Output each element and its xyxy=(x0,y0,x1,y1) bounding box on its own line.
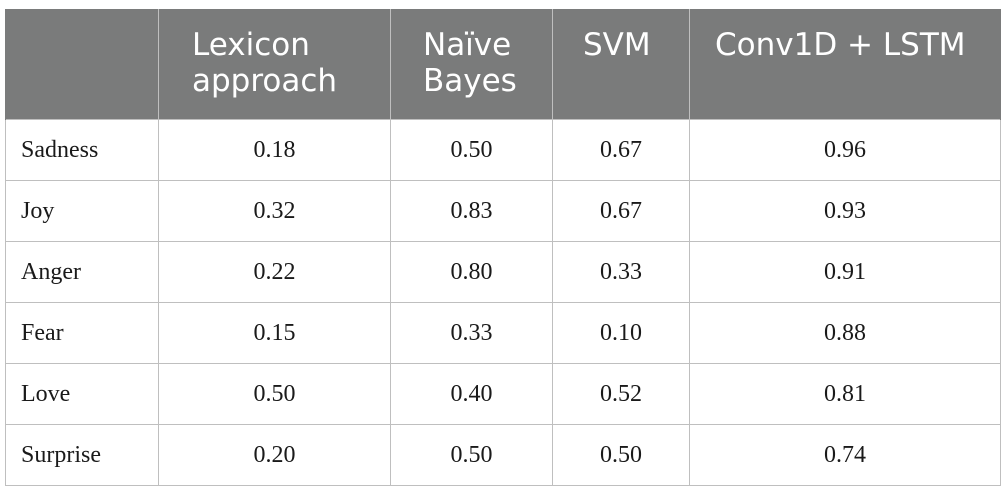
cell-naive-bayes: 0.80 xyxy=(390,241,553,303)
cell-svm: 0.50 xyxy=(552,424,690,486)
cell-conv1d-lstm: 0.88 xyxy=(689,302,1001,364)
cell-naive-bayes: 0.40 xyxy=(390,363,553,425)
table-row: Love 0.50 0.40 0.52 0.81 xyxy=(5,363,1001,425)
cell-naive-bayes: 0.83 xyxy=(390,180,553,242)
cell-conv1d-lstm: 0.96 xyxy=(689,119,1001,181)
row-label-joy: Joy xyxy=(5,180,159,242)
cell-svm: 0.67 xyxy=(552,119,690,181)
header-line: Conv1D + LSTM xyxy=(715,27,966,63)
cell-svm: 0.33 xyxy=(552,241,690,303)
cell-lexicon: 0.18 xyxy=(158,119,391,181)
header-lexicon-approach: Lexicon approach xyxy=(158,9,391,120)
cell-lexicon: 0.32 xyxy=(158,180,391,242)
row-label-surprise: Surprise xyxy=(5,424,159,486)
header-line: Lexicon xyxy=(192,27,310,63)
row-label-sadness: Sadness xyxy=(5,119,159,181)
cell-conv1d-lstm: 0.74 xyxy=(689,424,1001,486)
cell-naive-bayes: 0.50 xyxy=(390,119,553,181)
header-line: approach xyxy=(192,63,338,99)
header-row: Lexicon approach Naïve Bayes SVM Conv1D … xyxy=(5,9,1001,120)
header-conv1d-lstm: Conv1D + LSTM xyxy=(689,9,1001,120)
cell-lexicon: 0.20 xyxy=(158,424,391,486)
header-svm: SVM xyxy=(552,9,690,120)
header-cell-empty xyxy=(5,9,159,120)
table-row: Fear 0.15 0.33 0.10 0.88 xyxy=(5,302,1001,364)
cell-conv1d-lstm: 0.81 xyxy=(689,363,1001,425)
header-line: SVM xyxy=(583,27,651,63)
table-row: Anger 0.22 0.80 0.33 0.91 xyxy=(5,241,1001,303)
cell-lexicon: 0.15 xyxy=(158,302,391,364)
table-row: Sadness 0.18 0.50 0.67 0.96 xyxy=(5,119,1001,181)
cell-svm: 0.10 xyxy=(552,302,690,364)
table-row: Joy 0.32 0.83 0.67 0.93 xyxy=(5,180,1001,242)
cell-conv1d-lstm: 0.91 xyxy=(689,241,1001,303)
table-row: Surprise 0.20 0.50 0.50 0.74 xyxy=(5,424,1001,486)
cell-svm: 0.52 xyxy=(552,363,690,425)
cell-naive-bayes: 0.50 xyxy=(390,424,553,486)
cell-naive-bayes: 0.33 xyxy=(390,302,553,364)
header-naive-bayes: Naïve Bayes xyxy=(390,9,553,120)
cell-lexicon: 0.22 xyxy=(158,241,391,303)
header-line: Bayes xyxy=(423,63,517,99)
cell-conv1d-lstm: 0.93 xyxy=(689,180,1001,242)
header-line: Naïve xyxy=(423,27,512,63)
row-label-fear: Fear xyxy=(5,302,159,364)
cell-lexicon: 0.50 xyxy=(158,363,391,425)
row-label-love: Love xyxy=(5,363,159,425)
cell-svm: 0.67 xyxy=(552,180,690,242)
row-label-anger: Anger xyxy=(5,241,159,303)
results-table: Lexicon approach Naïve Bayes SVM Conv1D … xyxy=(5,9,1001,486)
